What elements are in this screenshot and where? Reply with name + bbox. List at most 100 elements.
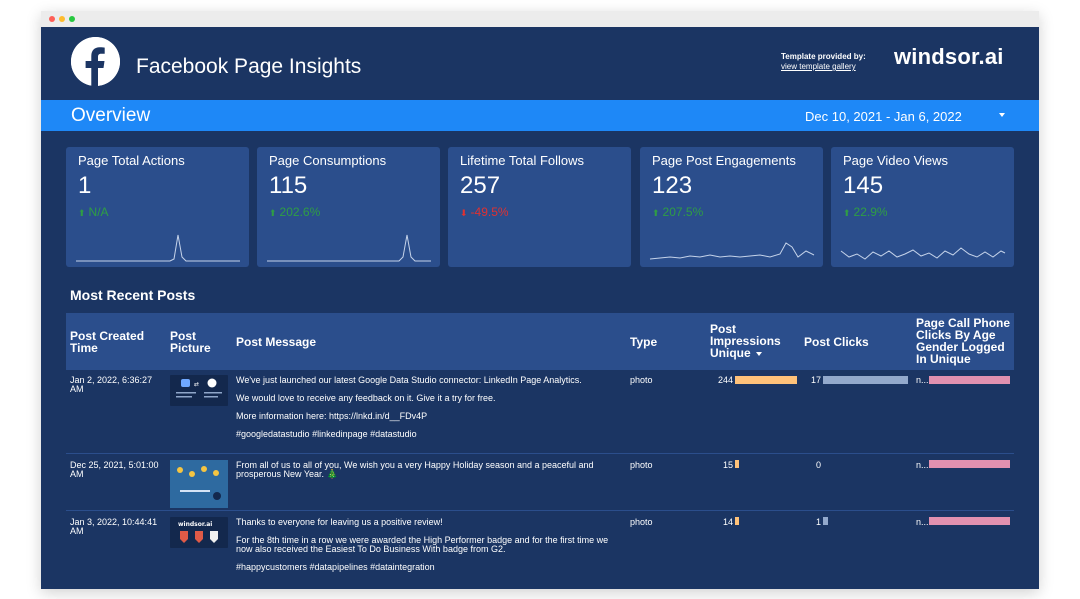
sparkline-chart (649, 242, 815, 260)
arrow-up-icon: ⬆ (78, 208, 86, 218)
post-created-time: Jan 3, 2022, 10:44:41 AM (70, 517, 158, 536)
post-thumbnail[interactable]: ⇄ (170, 375, 228, 406)
recent-posts-table: Post Created Time Post Picture Post Mess… (66, 313, 1014, 589)
scorecard-value: 115 (269, 172, 308, 199)
scorecard-value: 257 (460, 172, 501, 199)
scorecard-label: Page Total Actions (78, 153, 185, 168)
clicks-value: 17 (810, 375, 821, 385)
call-phone-bar (929, 517, 1010, 525)
impressions-value: 14 (722, 517, 733, 527)
message-line: Thanks to everyone for leaving us a posi… (236, 517, 443, 527)
scorecard-label: Lifetime Total Follows (460, 153, 585, 168)
window-titlebar (41, 11, 1039, 27)
table-header: Post Created Time Post Picture Post Mess… (66, 313, 1014, 370)
message-line: For the 8th time in a row we were awarde… (236, 535, 609, 554)
call-phone-value: n... (916, 460, 929, 470)
section-title-recent-posts: Most Recent Posts (70, 287, 196, 303)
page-title: Facebook Page Insights (136, 55, 362, 78)
table-row[interactable]: Jan 2, 2022, 6:36:27 AM ⇄ We've just lau… (66, 370, 1014, 454)
impressions-value: 15 (722, 460, 733, 470)
post-message: From all of us to all of you, We wish yo… (236, 461, 616, 488)
clicks-value: 1 (815, 517, 821, 527)
post-type: photo (630, 517, 653, 527)
scorecard-lifetime-total-follows: Lifetime Total Follows 257 ⬇ -49.5% (448, 147, 631, 267)
post-message: Thanks to everyone for leaving us a posi… (236, 518, 616, 581)
close-window-button[interactable] (49, 16, 55, 22)
facebook-logo-icon (71, 37, 120, 86)
message-line: We've just launched our latest Google Da… (236, 375, 582, 385)
maximize-window-button[interactable] (69, 16, 75, 22)
award-badges-icon: windsor.ai (178, 521, 218, 543)
thumbnail-brand-text: windsor.ai (178, 521, 212, 528)
column-header-message[interactable]: Post Message (236, 335, 317, 349)
scorecard-page-post-engagements: Page Post Engagements 123 ⬆ 207.5% (640, 147, 823, 267)
scorecard-label: Page Post Engagements (652, 153, 796, 168)
brand-logo: windsor.ai (894, 44, 1004, 69)
template-gallery-link[interactable]: view template gallery (781, 62, 856, 71)
scorecard-change: ⬆ 22.9% (843, 205, 888, 219)
arrow-down-icon: ⬇ (460, 208, 468, 218)
scorecard-page-video-views: Page Video Views 145 ⬆ 22.9% (831, 147, 1014, 267)
post-thumbnail[interactable]: windsor.ai (170, 517, 228, 548)
message-line: #googledatastudio #linkedinpage #datastu… (236, 429, 417, 439)
connector-diagram-icon: ⇄ (176, 378, 222, 398)
scorecard-change: ⬇ -49.5% (460, 205, 509, 219)
column-header-type[interactable]: Type (630, 335, 658, 349)
section-title-overview: Overview (71, 105, 151, 126)
message-line: We would love to receive any feedback on… (236, 393, 496, 403)
scorecard-value: 145 (843, 172, 884, 199)
minimize-window-button[interactable] (59, 16, 65, 22)
call-phone-value: n... (916, 517, 929, 527)
post-type: photo (630, 375, 653, 385)
sparkline-chart (267, 234, 431, 262)
call-phone-bar (929, 460, 1010, 468)
arrow-up-icon: ⬆ (652, 208, 660, 218)
browser-window: Facebook Page Insights Template provided… (41, 11, 1039, 589)
impressions-bar (735, 376, 797, 384)
table-row[interactable]: Jan 3, 2022, 10:44:41 AM windsor.ai Than… (66, 511, 1014, 589)
clicks-bar (823, 376, 908, 384)
scorecard-page-consumptions: Page Consumptions 115 ⬆ 202.6% (257, 147, 440, 267)
column-header-impressions[interactable]: Post Impressions Unique (710, 322, 781, 360)
sparkline-chart (76, 234, 240, 262)
call-phone-value: n... (916, 375, 929, 385)
scorecard-value: 123 (652, 172, 693, 199)
table-row[interactable]: Dec 25, 2021, 5:01:00 AM From all of us … (66, 454, 1014, 511)
scorecard-label: Page Consumptions (269, 153, 387, 168)
arrow-up-icon: ⬆ (843, 208, 851, 218)
svg-text:⇄: ⇄ (194, 381, 199, 388)
scorecard-value: 1 (78, 172, 92, 199)
holiday-image-icon (170, 460, 228, 508)
overview-bar: Overview Dec 10, 2021 - Jan 6, 2022 (41, 100, 1039, 131)
post-message: We've just launched our latest Google Da… (236, 376, 616, 448)
clicks-value: 0 (815, 460, 821, 470)
clicks-bar (823, 517, 828, 525)
column-header-created-time[interactable]: Post Created Time (70, 329, 145, 355)
date-range-picker[interactable]: Dec 10, 2021 - Jan 6, 2022 (805, 109, 962, 124)
impressions-value: 244 (717, 375, 733, 385)
sort-desc-icon[interactable] (755, 351, 762, 356)
column-header-clicks[interactable]: Post Clicks (804, 335, 869, 349)
impressions-bar (735, 460, 739, 468)
column-header-picture[interactable]: Post Picture (170, 329, 211, 355)
post-thumbnail[interactable] (170, 460, 228, 508)
post-type: photo (630, 460, 653, 470)
sparkline-chart (840, 247, 1006, 260)
report-header: Facebook Page Insights Template provided… (41, 27, 1039, 100)
scorecard-change: ⬆ N/A (78, 205, 109, 219)
column-header-call-phone[interactable]: Page Call Phone Clicks By Age Gender Log… (916, 316, 1011, 366)
chevron-down-icon[interactable] (999, 113, 1005, 117)
post-created-time: Dec 25, 2021, 5:01:00 AM (70, 460, 159, 479)
post-created-time: Jan 2, 2022, 6:36:27 AM (70, 375, 153, 394)
scorecard-page-total-actions: Page Total Actions 1 ⬆ N/A (66, 147, 249, 267)
message-line: #happycustomers #datapipelines #datainte… (236, 562, 435, 572)
arrow-up-icon: ⬆ (269, 208, 277, 218)
scorecard-label: Page Video Views (843, 153, 949, 168)
template-provider-label: Template provided by: (781, 52, 866, 61)
call-phone-bar (929, 376, 1010, 384)
message-line: More information here: https://lnkd.in/d… (236, 411, 428, 421)
impressions-bar (735, 517, 739, 525)
scorecard-change: ⬆ 207.5% (652, 205, 704, 219)
scorecard-change: ⬆ 202.6% (269, 205, 321, 219)
message-line: From all of us to all of you, We wish yo… (236, 460, 594, 479)
